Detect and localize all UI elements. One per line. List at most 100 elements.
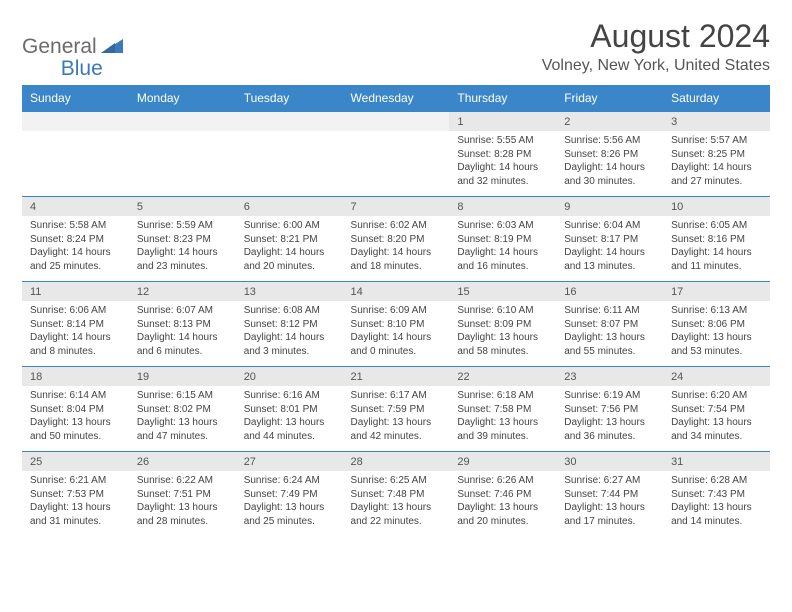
- daylight-text: Daylight: 14 hours and 20 minutes.: [244, 246, 335, 273]
- daylight-text: Daylight: 14 hours and 23 minutes.: [137, 246, 228, 273]
- day-number-cell: 10: [663, 197, 770, 217]
- sunrise-text: Sunrise: 6:15 AM: [137, 389, 228, 403]
- sunrise-text: Sunrise: 6:03 AM: [457, 219, 548, 233]
- day-number-cell: 17: [663, 282, 770, 302]
- day-detail-cell: Sunrise: 6:26 AMSunset: 7:46 PMDaylight:…: [449, 471, 556, 536]
- day-detail-cell: [343, 131, 450, 197]
- day-detail-cell: Sunrise: 6:08 AMSunset: 8:12 PMDaylight:…: [236, 301, 343, 367]
- day-number-cell: 1: [449, 112, 556, 132]
- day-number-cell: 13: [236, 282, 343, 302]
- day-detail-cell: Sunrise: 6:18 AMSunset: 7:58 PMDaylight:…: [449, 386, 556, 452]
- week-daynum-row: 25262728293031: [22, 452, 770, 472]
- sunrise-text: Sunrise: 6:00 AM: [244, 219, 335, 233]
- sunrise-text: Sunrise: 6:18 AM: [457, 389, 548, 403]
- day-number-cell: 20: [236, 367, 343, 387]
- day-number-cell: 21: [343, 367, 450, 387]
- sunset-text: Sunset: 7:48 PM: [351, 488, 442, 502]
- daylight-text: Daylight: 14 hours and 30 minutes.: [564, 161, 655, 188]
- sunrise-text: Sunrise: 6:02 AM: [351, 219, 442, 233]
- day-number-cell: 29: [449, 452, 556, 472]
- weekday-header: Monday: [129, 85, 236, 112]
- day-detail-cell: Sunrise: 6:21 AMSunset: 7:53 PMDaylight:…: [22, 471, 129, 536]
- day-number-cell: 16: [556, 282, 663, 302]
- sunrise-text: Sunrise: 6:09 AM: [351, 304, 442, 318]
- day-detail-cell: [236, 131, 343, 197]
- day-number-cell: [129, 112, 236, 132]
- sunrise-text: Sunrise: 6:21 AM: [30, 474, 121, 488]
- daylight-text: Daylight: 13 hours and 44 minutes.: [244, 416, 335, 443]
- daylight-text: Daylight: 13 hours and 50 minutes.: [30, 416, 121, 443]
- daylight-text: Daylight: 14 hours and 3 minutes.: [244, 331, 335, 358]
- logo: General Blue: [22, 18, 103, 70]
- sunrise-text: Sunrise: 6:20 AM: [671, 389, 762, 403]
- sunrise-text: Sunrise: 6:22 AM: [137, 474, 228, 488]
- day-number-cell: 11: [22, 282, 129, 302]
- sunset-text: Sunset: 8:04 PM: [30, 403, 121, 417]
- sunrise-text: Sunrise: 5:59 AM: [137, 219, 228, 233]
- daylight-text: Daylight: 13 hours and 28 minutes.: [137, 501, 228, 528]
- day-number-cell: 25: [22, 452, 129, 472]
- day-number-cell: 7: [343, 197, 450, 217]
- day-number-cell: 22: [449, 367, 556, 387]
- day-number-cell: 26: [129, 452, 236, 472]
- calendar-page: General Blue August 2024 Volney, New Yor…: [0, 0, 792, 554]
- week-detail-row: Sunrise: 5:58 AMSunset: 8:24 PMDaylight:…: [22, 216, 770, 282]
- day-number-cell: 27: [236, 452, 343, 472]
- sunset-text: Sunset: 7:49 PM: [244, 488, 335, 502]
- daylight-text: Daylight: 13 hours and 55 minutes.: [564, 331, 655, 358]
- weekday-header: Sunday: [22, 85, 129, 112]
- sunrise-text: Sunrise: 6:19 AM: [564, 389, 655, 403]
- day-detail-cell: Sunrise: 5:58 AMSunset: 8:24 PMDaylight:…: [22, 216, 129, 282]
- daylight-text: Daylight: 13 hours and 58 minutes.: [457, 331, 548, 358]
- day-number-cell: 18: [22, 367, 129, 387]
- day-detail-cell: Sunrise: 5:59 AMSunset: 8:23 PMDaylight:…: [129, 216, 236, 282]
- sunset-text: Sunset: 7:44 PM: [564, 488, 655, 502]
- logo-text-general: General: [22, 35, 97, 59]
- logo-text-blue: Blue: [61, 57, 103, 81]
- day-detail-cell: Sunrise: 6:03 AMSunset: 8:19 PMDaylight:…: [449, 216, 556, 282]
- week-daynum-row: 45678910: [22, 197, 770, 217]
- day-detail-cell: [22, 131, 129, 197]
- day-detail-cell: Sunrise: 5:55 AMSunset: 8:28 PMDaylight:…: [449, 131, 556, 197]
- sunrise-text: Sunrise: 6:26 AM: [457, 474, 548, 488]
- day-number-cell: 30: [556, 452, 663, 472]
- weekday-header-row: Sunday Monday Tuesday Wednesday Thursday…: [22, 85, 770, 112]
- day-detail-cell: Sunrise: 6:28 AMSunset: 7:43 PMDaylight:…: [663, 471, 770, 536]
- day-detail-cell: Sunrise: 6:09 AMSunset: 8:10 PMDaylight:…: [343, 301, 450, 367]
- sunset-text: Sunset: 7:59 PM: [351, 403, 442, 417]
- sunset-text: Sunset: 8:13 PM: [137, 318, 228, 332]
- sunrise-text: Sunrise: 5:58 AM: [30, 219, 121, 233]
- day-number-cell: 28: [343, 452, 450, 472]
- day-detail-cell: Sunrise: 6:07 AMSunset: 8:13 PMDaylight:…: [129, 301, 236, 367]
- week-daynum-row: 11121314151617: [22, 282, 770, 302]
- sunset-text: Sunset: 8:23 PM: [137, 233, 228, 247]
- day-detail-cell: Sunrise: 6:22 AMSunset: 7:51 PMDaylight:…: [129, 471, 236, 536]
- day-number-cell: [236, 112, 343, 132]
- daylight-text: Daylight: 13 hours and 36 minutes.: [564, 416, 655, 443]
- daylight-text: Daylight: 14 hours and 11 minutes.: [671, 246, 762, 273]
- daylight-text: Daylight: 13 hours and 14 minutes.: [671, 501, 762, 528]
- sunset-text: Sunset: 7:56 PM: [564, 403, 655, 417]
- day-detail-cell: [129, 131, 236, 197]
- day-number-cell: 23: [556, 367, 663, 387]
- sunrise-text: Sunrise: 6:10 AM: [457, 304, 548, 318]
- day-detail-cell: Sunrise: 6:20 AMSunset: 7:54 PMDaylight:…: [663, 386, 770, 452]
- daylight-text: Daylight: 14 hours and 32 minutes.: [457, 161, 548, 188]
- day-detail-cell: Sunrise: 6:17 AMSunset: 7:59 PMDaylight:…: [343, 386, 450, 452]
- day-detail-cell: Sunrise: 6:19 AMSunset: 7:56 PMDaylight:…: [556, 386, 663, 452]
- week-detail-row: Sunrise: 6:14 AMSunset: 8:04 PMDaylight:…: [22, 386, 770, 452]
- weekday-header: Thursday: [449, 85, 556, 112]
- sunrise-text: Sunrise: 6:06 AM: [30, 304, 121, 318]
- sunset-text: Sunset: 7:51 PM: [137, 488, 228, 502]
- day-detail-cell: Sunrise: 6:06 AMSunset: 8:14 PMDaylight:…: [22, 301, 129, 367]
- daylight-text: Daylight: 14 hours and 25 minutes.: [30, 246, 121, 273]
- day-detail-cell: Sunrise: 6:16 AMSunset: 8:01 PMDaylight:…: [236, 386, 343, 452]
- sunset-text: Sunset: 8:09 PM: [457, 318, 548, 332]
- day-detail-cell: Sunrise: 6:13 AMSunset: 8:06 PMDaylight:…: [663, 301, 770, 367]
- day-number-cell: 5: [129, 197, 236, 217]
- day-number-cell: 14: [343, 282, 450, 302]
- daylight-text: Daylight: 14 hours and 16 minutes.: [457, 246, 548, 273]
- sunset-text: Sunset: 8:19 PM: [457, 233, 548, 247]
- day-number-cell: 31: [663, 452, 770, 472]
- daylight-text: Daylight: 13 hours and 53 minutes.: [671, 331, 762, 358]
